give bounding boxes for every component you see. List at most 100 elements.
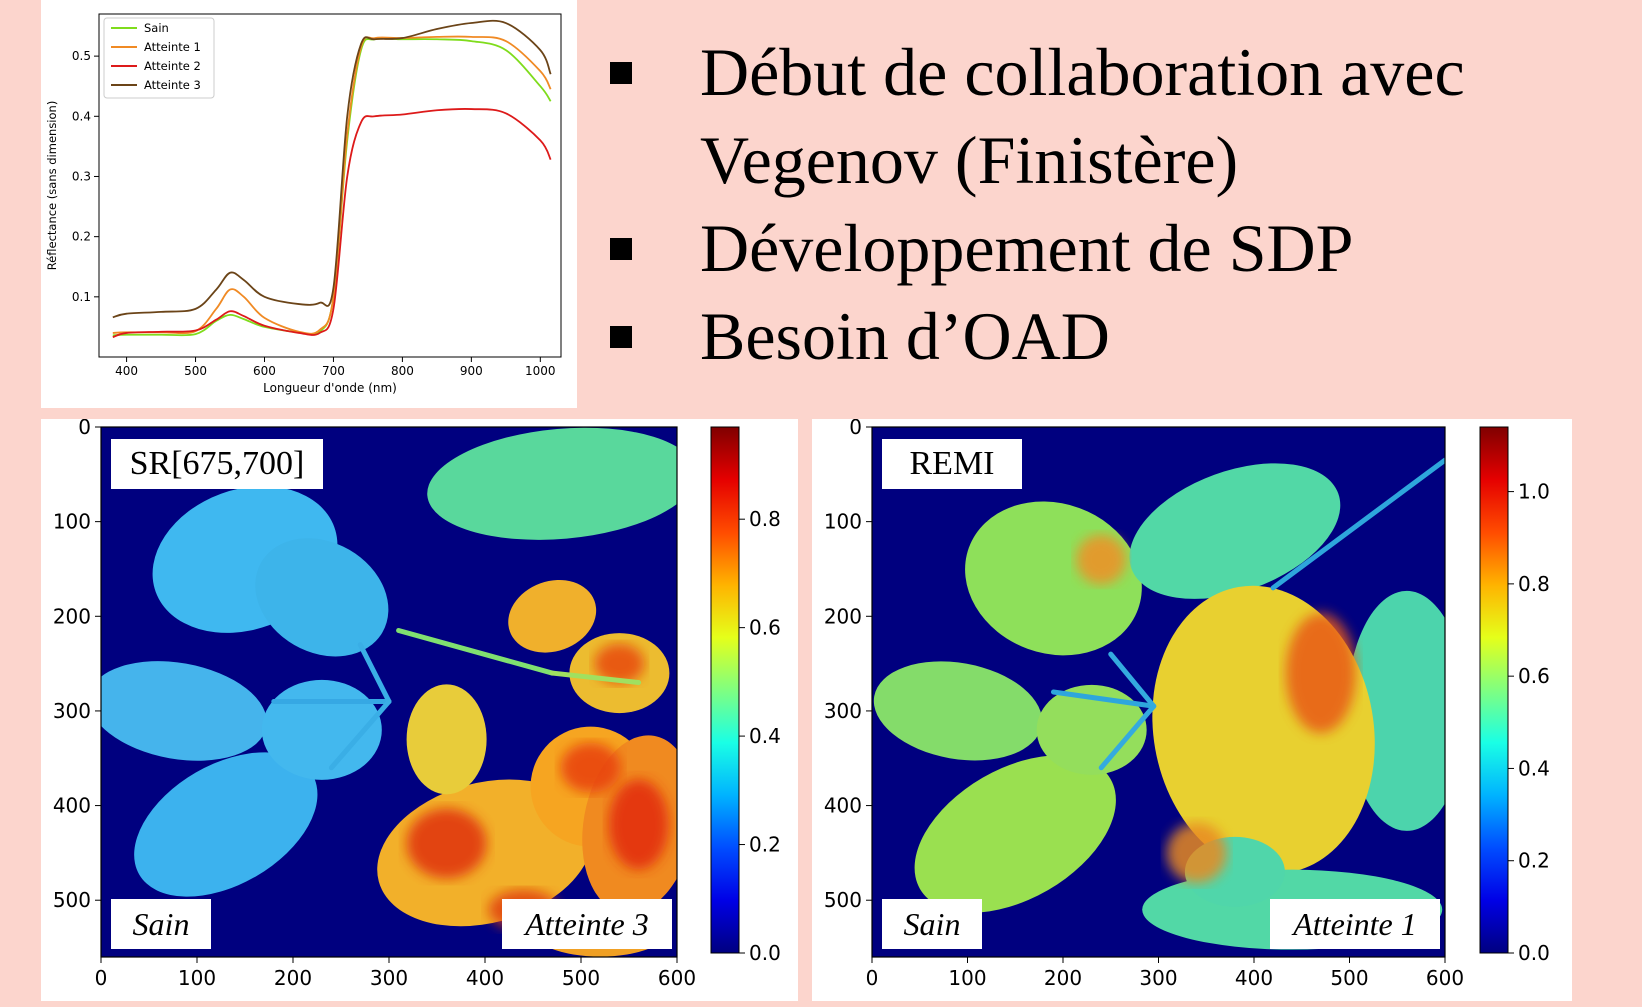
remi-index-map: 0 100 200 300 400 500 600 0 100 200 300 400 500 REMI S… [824,419,1550,990]
legend-entry: Sain [144,21,169,35]
legend-frame [103,17,215,99]
square-bullet-icon [610,62,632,84]
colorbar-tick-label: 0.6 [749,616,781,640]
index-label-box: REMI [882,439,1022,489]
bullet-item-sdp: Développement de SDP [600,204,1630,292]
right-annotation-box: Atteinte 3 [502,899,672,949]
legend-entry: Atteinte 2 [144,59,201,73]
y-tick-label: 200 [53,604,91,628]
label-box-bg [882,439,1022,489]
x-tick-label: 200 [1044,966,1082,990]
x-tick-label: 0 [866,966,879,990]
index-label: SR[675,700] [130,445,305,482]
lesion-region [1285,613,1356,734]
sr-index-map-panel: 0 100 200 300 400 500 600 0 100 200 300 400 500 SR[67… [41,419,798,1001]
x-tick-label: 1000 [525,364,556,378]
leaf-region [134,752,318,897]
annotation-bg [502,899,672,949]
reflectance-chart-panel: 400 500 600 700 800 900 1000 0.1 0.2 0.3 0.4 0.5 Lon… [41,0,577,408]
left-annotation-box: Sain [882,899,982,949]
x-axis-label: Longueur d'onde (nm) [263,381,397,395]
leaf-region [914,755,1116,913]
legend: Sain Atteinte 1 Atteinte 2 Atteinte 3 [103,17,215,99]
stem-line [1050,689,1157,709]
leaf-layer [101,427,677,957]
y-tick-label: 0 [78,419,91,439]
x-tick-label: 500 [562,966,600,990]
colorbar-tick-label: 0.0 [749,941,781,965]
legend-entry: Atteinte 3 [144,78,201,92]
y-tick-label: 0.3 [72,169,91,183]
x-tick-label: 600 [658,966,696,990]
plot-frame [98,13,562,358]
square-bullet-icon [610,238,632,260]
colorbar-tick-label: 0.4 [749,724,781,748]
x-tick-label: 400 [466,966,504,990]
x-tick-label: 100 [948,966,986,990]
y-tick-label: 400 [824,794,862,818]
reflectance-chart: 400 500 600 700 800 900 1000 0.1 0.2 0.3 0.4 0.5 Lon… [45,13,562,395]
reflectance-plot-area: 400 500 600 700 800 900 1000 0.1 0.2 0.3 0.4 0.5 Lon… [45,13,562,395]
x-tick-label: 500 [184,364,207,378]
leaf-layer [873,457,1445,950]
colorbar-tick-label: 0.8 [1518,572,1550,596]
series-line-atteinte-3 [112,19,552,319]
colorbar-tick-label: 0.0 [1518,941,1550,965]
y-tick-label: 100 [53,510,91,534]
x-tick-label: 200 [274,966,312,990]
right-annotation-box: Atteinte 1 [1270,899,1440,949]
y-tick-label: 200 [824,604,862,628]
label-box-bg [111,439,323,489]
x-tick-label: 300 [370,966,408,990]
lesion-region [608,779,669,870]
x-tick-label: 100 [178,966,216,990]
leaf-region [101,661,267,761]
colorbar-tick-label: 0.2 [749,833,781,857]
x-tick-label: 600 [1426,966,1464,990]
leaf-region [406,684,487,795]
colorbar-tick-label: 0.4 [1518,756,1550,780]
lesion-region [1076,534,1127,585]
leaf-region [873,661,1043,761]
colorbar [1479,426,1509,954]
x-tick-label: 600 [253,364,276,378]
leaf-region [255,538,389,657]
leaf-region [1129,463,1341,599]
y-tick-label: 0 [849,419,862,439]
bullet-item-oad: Besoin d’OAD [600,292,1630,380]
remi-index-map-panel: 0 100 200 300 400 500 600 0 100 200 300 400 500 REMI S… [812,419,1572,1001]
colorbar-tick-label: 1.0 [1518,480,1550,504]
stem-line [328,698,392,771]
series-line-atteinte-2 [112,108,552,339]
x-tick-label: 500 [1330,966,1368,990]
stem-line [396,627,555,676]
lesion-region [1166,822,1227,883]
right-annotation: Atteinte 3 [523,906,649,942]
left-annotation: Sain [133,906,190,942]
index-label-box: SR[675,700] [111,439,323,489]
colorbar-tick-label: 0.2 [1518,849,1550,873]
stem-line [357,642,392,704]
bullet-list: Début de collaboration avec Vegenov (Fin… [600,28,1630,380]
annotation-bg [111,899,211,949]
bullet-text: Besoin d’OAD [700,298,1110,374]
bullet-item-collaboration: Début de collaboration avec Vegenov (Fin… [600,28,1630,204]
lesion-region [560,742,621,793]
sr-index-map: 0 100 200 300 400 500 600 0 100 200 300 400 500 SR[67… [53,419,781,990]
y-tick-label: 500 [824,888,862,912]
bullet-text: Développement de SDP [700,210,1354,286]
legend-entry: Atteinte 1 [144,40,201,54]
leaf-region [261,679,382,780]
series-line-atteinte-1 [112,35,552,335]
y-tick-label: 0.2 [72,230,91,244]
stem-line [1270,457,1445,591]
y-tick-label: 400 [53,794,91,818]
stem-line [1108,651,1157,709]
leaf-region [1036,684,1147,775]
x-tick-label: 300 [1139,966,1177,990]
annotation-bg [1270,899,1440,949]
y-tick-label: 100 [824,510,862,534]
colorbar-tick-label: 0.8 [749,507,781,531]
y-tick-label: 500 [53,888,91,912]
y-tick-label: 0.5 [72,49,91,63]
